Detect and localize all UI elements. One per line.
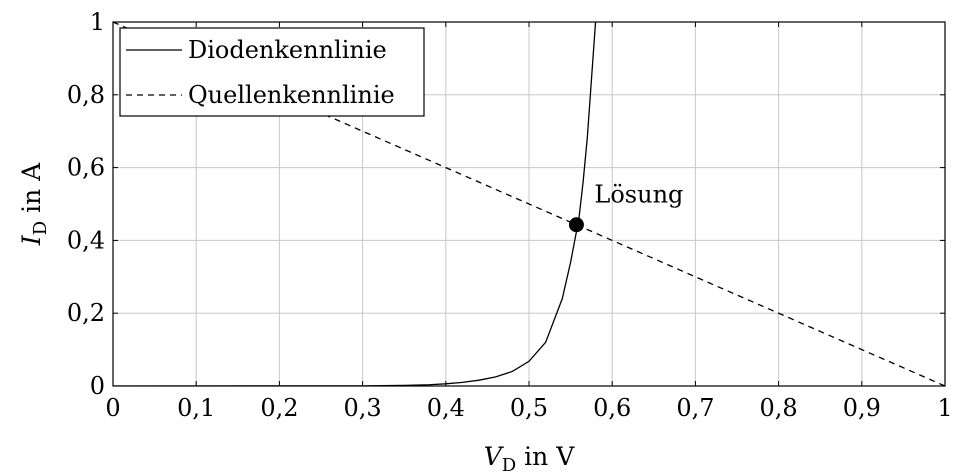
solution-point [568, 217, 584, 233]
y-tick-label: 0,6 [67, 154, 105, 182]
annotations: Lösung [568, 181, 683, 233]
series-group [113, 22, 945, 386]
series-line [113, 22, 597, 386]
x-axis-label: VD in V [484, 442, 575, 472]
legend: Diodenkennlinie Quellenkennlinie [119, 27, 425, 117]
legend-box [119, 27, 425, 117]
legend-entry-label: Quellenkennlinie [188, 81, 395, 109]
x-tick-label: 0,5 [510, 394, 548, 422]
solution-label: Lösung [594, 181, 683, 209]
x-tick-label: 0,2 [260, 394, 298, 422]
x-tick-label: 0,4 [427, 394, 465, 422]
x-tick-label: 0,6 [593, 394, 631, 422]
x-tick-label: 0,8 [760, 394, 798, 422]
x-tick-label: 0,1 [177, 394, 215, 422]
x-tick-label: 0 [105, 394, 120, 422]
x-tick-label: 0,3 [344, 394, 382, 422]
x-tick-label: 0,7 [676, 394, 714, 422]
legend-entry-label: Diodenkennlinie [188, 36, 387, 64]
x-tick-label: 0,9 [843, 394, 881, 422]
y-tick-label: 0,2 [67, 299, 105, 327]
y-tick-label: 0,8 [67, 81, 105, 109]
y-tick-label: 1 [90, 8, 105, 36]
tick-labels: 0 0,1 0,2 0,3 0,4 0,5 0,6 0,7 0,8 0,9 1 0 0,2 0,4 0,6 0… [67, 8, 953, 422]
series-line [113, 22, 945, 386]
y-tick-label: 0 [90, 372, 105, 400]
x-tick-label: 1 [937, 394, 952, 422]
y-tick-label: 0,4 [67, 226, 105, 254]
y-axis-label: ID in A [17, 162, 51, 246]
